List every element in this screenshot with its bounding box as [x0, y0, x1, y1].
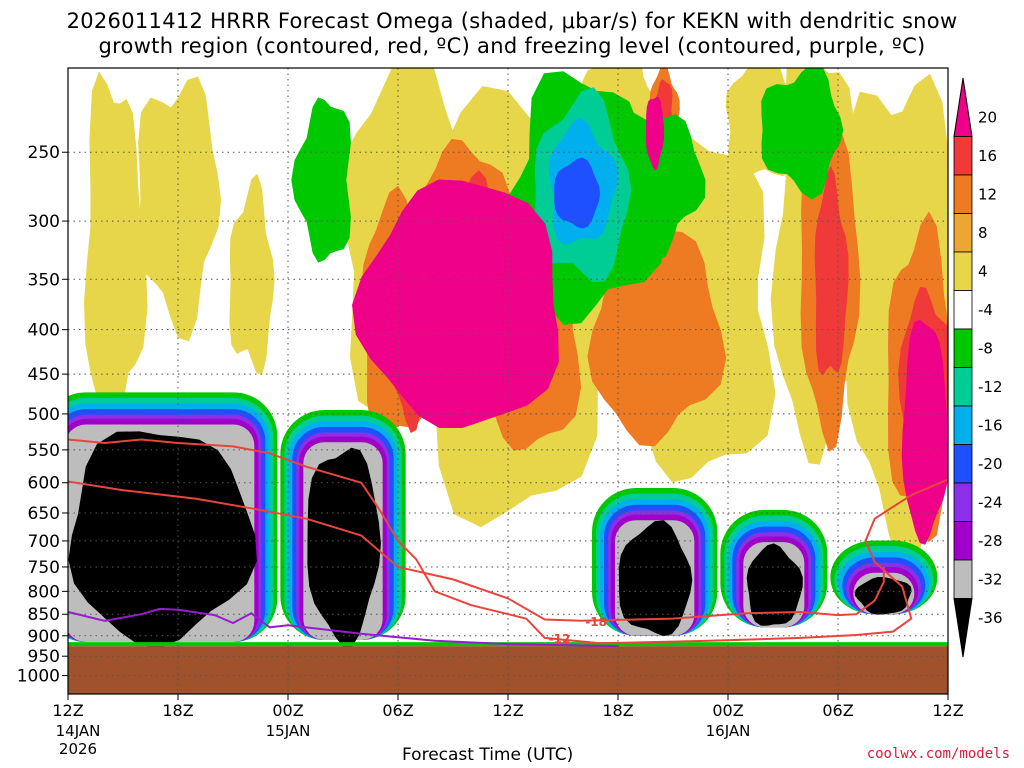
x-tick-label: 12Z [932, 701, 963, 720]
colorbar-swatch [953, 521, 973, 561]
x-tick-label: 12Z [52, 701, 83, 720]
colorbar-swatch [953, 136, 973, 176]
y-tick-label: 600 [28, 474, 60, 494]
colorbar-swatch [953, 367, 973, 407]
colorbar-label: -20 [978, 455, 1003, 473]
omega-shade [291, 97, 351, 263]
y-tick-label: 300 [28, 212, 60, 232]
y-tick-label: 850 [28, 605, 60, 625]
chart-title-line-1: 2026011412 HRRR Forecast Omega (shaded, … [66, 9, 958, 33]
y-tick-label: 550 [28, 441, 60, 461]
dendritic-contour-line [68, 438, 948, 645]
plot-area [68, 68, 948, 694]
colorbar-swatch [953, 251, 973, 291]
colorbar-label: 20 [978, 108, 997, 126]
omega-shade [84, 71, 148, 463]
x-date-label: 16JAN [706, 722, 751, 740]
y-tick-label: 350 [28, 270, 60, 290]
x-date-label: 15JAN [266, 722, 311, 740]
omega-region [618, 520, 693, 637]
omega-region [554, 157, 601, 229]
colorbar-label: -24 [978, 493, 1003, 511]
colorbar-label: -4 [978, 301, 993, 319]
colorbar-label: -32 [978, 570, 1003, 588]
colorbar-swatch [953, 328, 973, 368]
colorbar-swatch [953, 77, 973, 137]
colorbar-legend: 20 16 12 8 4 -4 -8 -12 -16 -20 -24 -28 -32 -36 [953, 77, 1003, 658]
x-tick-label: 06Z [382, 701, 413, 720]
x-tick-label: 00Z [712, 701, 743, 720]
dendritic-contour-line [68, 480, 885, 622]
freezing-level-contour-line [68, 607, 619, 648]
omega-region [746, 543, 803, 626]
omega-shade [761, 68, 844, 200]
omega-region [901, 319, 948, 545]
colorbar-label: 16 [978, 147, 997, 165]
grid-lines [68, 68, 948, 694]
colorbar-swatch [953, 482, 973, 522]
y-tick-label: 950 [28, 647, 60, 667]
omega-region [307, 447, 381, 647]
omega-shade [610, 112, 706, 263]
colorbar-swatch [953, 559, 973, 599]
x-tick-label: 18Z [162, 701, 193, 720]
colorbar-label: -12 [978, 378, 1003, 396]
omega-region [645, 96, 665, 171]
y-tick-label: 400 [28, 321, 60, 341]
y-tick-label: 250 [28, 143, 60, 163]
colorbar-swatch [953, 598, 973, 658]
x-tick-label: 06Z [822, 701, 853, 720]
colorbar-label: 8 [978, 224, 988, 242]
colorbar-swatch [953, 213, 973, 253]
x-date-label: 2026 [59, 740, 97, 758]
y-tick-label: 650 [28, 504, 60, 524]
colorbar-swatch [953, 290, 973, 330]
colorbar-label: 12 [978, 185, 997, 203]
omega-region [352, 179, 559, 428]
colorbar-label: -28 [978, 532, 1003, 550]
omega-shade [138, 76, 222, 342]
colorbar-label: 4 [978, 262, 988, 280]
chart-title-line-2: growth region (contoured, red, ºC) and f… [98, 34, 926, 58]
x-tick-label: 18Z [602, 701, 633, 720]
colorbar-swatch [953, 444, 973, 484]
contour-label: -18 [585, 615, 607, 629]
omega-shade [229, 173, 275, 375]
y-tick-label: 450 [28, 365, 60, 385]
axes: 2503003504004505005506006507007508008509… [17, 67, 964, 758]
omega-shade [814, 165, 849, 376]
omega-region [68, 431, 257, 649]
y-tick-label: 800 [28, 582, 60, 602]
contour-label: -12 [549, 632, 571, 646]
colorbar-label: -36 [978, 609, 1003, 627]
ground-mask [68, 646, 948, 694]
site-credit: coolwx.com/models [866, 746, 1010, 762]
x-tick-label: 12Z [492, 701, 523, 720]
contour-lines: -18 -12 [68, 438, 948, 648]
x-date-label: 14JAN [56, 722, 101, 740]
y-tick-label: 1000 [17, 667, 60, 687]
y-tick-label: 750 [28, 558, 60, 578]
y-tick-label: 900 [28, 627, 60, 647]
y-tick-label: 500 [28, 405, 60, 425]
colorbar-label: -8 [978, 339, 993, 357]
x-axis-label: Forecast Time (UTC) [402, 745, 574, 765]
y-tick-label: 700 [28, 532, 60, 552]
colorbar-swatch [953, 174, 973, 214]
colorbar-swatch [953, 405, 973, 445]
colorbar-label: -16 [978, 416, 1003, 434]
x-tick-label: 00Z [272, 701, 303, 720]
